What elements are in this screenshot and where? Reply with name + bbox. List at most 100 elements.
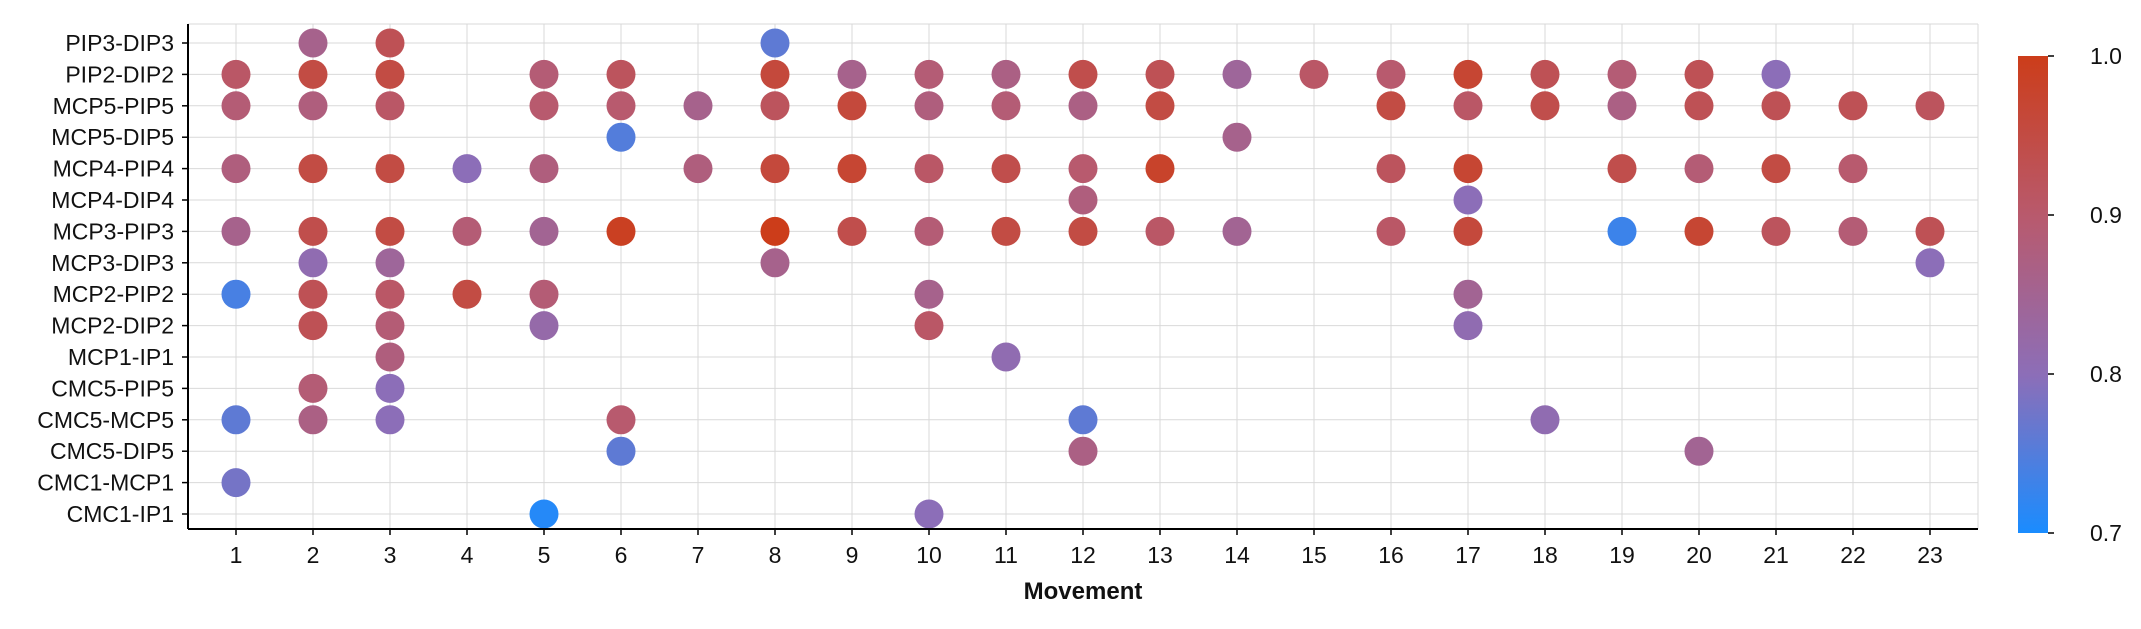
- data-point: [760, 154, 790, 184]
- data-point: [1453, 216, 1483, 246]
- data-point: [991, 216, 1021, 246]
- data-point: [991, 154, 1021, 184]
- colorbar-tick-label: 0.8: [2090, 361, 2122, 387]
- data-point: [1376, 154, 1406, 184]
- y-tick-label: MCP5-DIP5: [51, 124, 174, 150]
- data-point: [221, 405, 251, 435]
- data-points: [221, 28, 1945, 529]
- data-point: [914, 154, 944, 184]
- x-tick-label: 18: [1532, 542, 1558, 568]
- data-point: [991, 59, 1021, 89]
- data-point: [914, 311, 944, 341]
- x-axis-title: Movement: [1024, 578, 1143, 605]
- data-point: [529, 154, 559, 184]
- y-tick-label: MCP5-PIP5: [53, 93, 174, 119]
- x-tick-label: 15: [1301, 542, 1327, 568]
- x-tick-label: 4: [461, 542, 474, 568]
- data-point: [452, 216, 482, 246]
- data-point: [1145, 154, 1175, 184]
- data-point: [375, 216, 405, 246]
- data-point: [1222, 122, 1252, 152]
- x-tick-label: 9: [846, 542, 859, 568]
- data-point: [1376, 59, 1406, 89]
- data-point: [760, 28, 790, 58]
- data-point: [914, 59, 944, 89]
- colorbar-gradient: [2018, 56, 2048, 533]
- data-point: [1068, 185, 1098, 215]
- x-tick-label: 5: [538, 542, 551, 568]
- data-point: [1068, 91, 1098, 121]
- data-point: [1453, 311, 1483, 341]
- data-point: [1684, 216, 1714, 246]
- data-point: [375, 311, 405, 341]
- x-tick-label: 13: [1147, 542, 1173, 568]
- data-point: [298, 405, 328, 435]
- data-point: [221, 216, 251, 246]
- data-point: [991, 342, 1021, 372]
- y-tick-label: MCP3-PIP3: [53, 218, 174, 244]
- data-point: [221, 59, 251, 89]
- data-point: [1915, 216, 1945, 246]
- data-point: [452, 279, 482, 309]
- data-point: [375, 279, 405, 309]
- data-point: [529, 499, 559, 529]
- data-point: [375, 154, 405, 184]
- data-point: [760, 216, 790, 246]
- y-tick-label: CMC1-MCP1: [37, 470, 174, 496]
- x-tick-label: 1: [230, 542, 243, 568]
- data-point: [1684, 436, 1714, 466]
- x-tick-label: 17: [1455, 542, 1481, 568]
- data-point: [375, 28, 405, 58]
- data-point: [298, 373, 328, 403]
- data-point: [914, 499, 944, 529]
- data-point: [375, 342, 405, 372]
- data-point: [1838, 154, 1868, 184]
- data-point: [375, 59, 405, 89]
- y-tick-label: CMC5-PIP5: [51, 375, 174, 401]
- data-point: [1607, 91, 1637, 121]
- data-point: [375, 373, 405, 403]
- data-point: [452, 154, 482, 184]
- colorbar-tick-label: 1.0: [2090, 43, 2122, 69]
- x-tick-label: 21: [1763, 542, 1789, 568]
- data-point: [1684, 154, 1714, 184]
- y-tick-label: PIP3-DIP3: [65, 30, 174, 56]
- data-point: [991, 91, 1021, 121]
- x-tick-label: 19: [1609, 542, 1635, 568]
- data-point: [298, 28, 328, 58]
- x-tick-label: 22: [1840, 542, 1866, 568]
- data-point: [1530, 405, 1560, 435]
- x-tick-label: 23: [1917, 542, 1943, 568]
- data-point: [298, 311, 328, 341]
- data-point: [837, 59, 867, 89]
- colorbar: 0.7 0.8 0.9 1.0: [2018, 43, 2122, 546]
- y-tick-label: MCP3-DIP3: [51, 250, 174, 276]
- y-tick-label: MCP4-PIP4: [53, 156, 175, 182]
- data-point: [1530, 91, 1560, 121]
- data-point: [1761, 216, 1791, 246]
- data-point: [221, 154, 251, 184]
- data-point: [1453, 59, 1483, 89]
- data-point: [606, 122, 636, 152]
- data-point: [1453, 185, 1483, 215]
- data-point: [298, 59, 328, 89]
- data-point: [760, 59, 790, 89]
- data-point: [375, 405, 405, 435]
- data-point: [1915, 248, 1945, 278]
- x-tick-label: 11: [994, 542, 1018, 568]
- data-point: [1530, 59, 1560, 89]
- data-point: [298, 91, 328, 121]
- data-point: [529, 59, 559, 89]
- data-point: [1068, 436, 1098, 466]
- data-point: [1145, 216, 1175, 246]
- data-point: [1761, 59, 1791, 89]
- data-point: [1299, 59, 1329, 89]
- data-point: [1607, 154, 1637, 184]
- data-point: [298, 154, 328, 184]
- data-point: [606, 405, 636, 435]
- x-tick-label: 7: [692, 542, 705, 568]
- y-tick-label: MCP2-PIP2: [53, 281, 174, 307]
- data-point: [221, 279, 251, 309]
- data-point: [1684, 59, 1714, 89]
- x-tick-label: 20: [1686, 542, 1712, 568]
